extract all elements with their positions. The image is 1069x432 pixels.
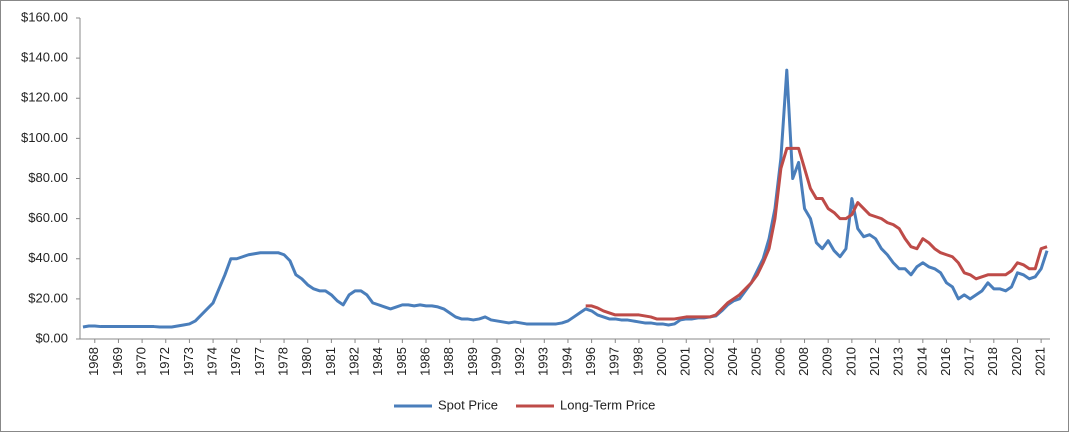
y-tick-label: $0.00 [35, 330, 68, 345]
x-tick-label: 1984 [370, 347, 385, 376]
x-tick-label: 2021 [1033, 347, 1048, 376]
series-line [82, 68, 1049, 329]
x-tick-label: 2017 [962, 347, 977, 376]
x-tick-label: 1973 [181, 347, 196, 376]
series-line [585, 146, 1048, 321]
legend-label: Long-Term Price [560, 397, 655, 412]
x-tick-label: 1993 [536, 347, 551, 376]
y-tick-label: $120.00 [21, 90, 68, 105]
x-tick-label: 2013 [891, 347, 906, 376]
x-tick-label: 1970 [134, 347, 149, 376]
x-tick-label: 1977 [252, 347, 267, 376]
x-tick-label: 1996 [583, 347, 598, 376]
y-tick-label: $100.00 [21, 130, 68, 145]
y-tick-label: $160.00 [21, 9, 68, 24]
x-tick-label: 1976 [228, 347, 243, 376]
x-tick-label: 2014 [914, 347, 929, 376]
x-tick-label: 2004 [725, 347, 740, 376]
x-tick-label: 1982 [346, 347, 361, 376]
x-tick-label: 1980 [299, 347, 314, 376]
y-tick-label: $80.00 [28, 170, 68, 185]
x-tick-label: 1968 [86, 347, 101, 376]
x-tick-label: 1989 [465, 347, 480, 376]
y-tick-label: $140.00 [21, 50, 68, 65]
legend-label: Spot Price [438, 397, 498, 412]
x-tick-label: 2000 [654, 347, 669, 376]
x-tick-label: 1981 [323, 347, 338, 376]
x-tick-label: 2001 [678, 347, 693, 376]
x-tick-label: 1997 [607, 347, 622, 376]
y-tick-label: $60.00 [28, 210, 68, 225]
x-tick-label: 2016 [938, 347, 953, 376]
x-tick-label: 1978 [275, 347, 290, 376]
y-tick-label: $20.00 [28, 290, 68, 305]
x-tick-label: 2008 [796, 347, 811, 376]
x-tick-label: 1988 [441, 347, 456, 376]
x-tick-label: 2002 [701, 347, 716, 376]
x-tick-label: 1974 [205, 347, 220, 376]
x-tick-label: 2020 [1009, 347, 1024, 376]
x-tick-label: 2006 [772, 347, 787, 376]
x-tick-label: 2005 [749, 347, 764, 376]
x-tick-label: 1986 [417, 347, 432, 376]
x-tick-label: 1972 [157, 347, 172, 376]
y-tick-label: $40.00 [28, 250, 68, 265]
x-tick-label: 1998 [630, 347, 645, 376]
x-tick-label: 1969 [110, 347, 125, 376]
x-tick-label: 2012 [867, 347, 882, 376]
x-tick-label: 2018 [985, 347, 1000, 376]
x-tick-label: 1994 [559, 347, 574, 376]
x-tick-label: 1992 [512, 347, 527, 376]
x-tick-label: 1990 [488, 347, 503, 376]
x-tick-label: 2009 [820, 347, 835, 376]
x-tick-label: 2010 [843, 347, 858, 376]
x-tick-label: 1985 [394, 347, 409, 376]
